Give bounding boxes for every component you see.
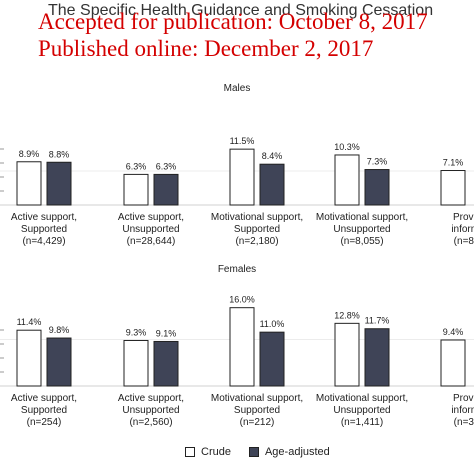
females-data-label: 9.1%	[156, 328, 177, 338]
males-bar-adjusted	[259, 163, 285, 206]
legend-crude-label: Crude	[201, 446, 231, 458]
females-bar-adjusted	[259, 331, 285, 387]
males-bar-crude	[440, 170, 466, 206]
males-bar-crude	[334, 154, 360, 206]
males-category-label: (n=2,180)	[235, 236, 278, 247]
females-category-label: (n=1,411)	[341, 417, 383, 428]
females-bar-crude	[229, 307, 255, 387]
females-category-label: Supported	[234, 405, 280, 416]
males-bar-adjusted	[364, 169, 390, 206]
males-data-label: 11.5%	[230, 136, 255, 146]
females-category-label: (n=212)	[240, 417, 275, 428]
legend-adjusted-label: Age-adjusted	[264, 446, 330, 458]
males-data-label: 8.4%	[262, 151, 283, 161]
females-data-label: 11.4%	[17, 317, 42, 327]
males-category-label: Provisi	[453, 212, 474, 223]
females-data-label: 11.7%	[365, 316, 390, 326]
accepted-stamp: Accepted for publication: October 8, 201…	[38, 9, 428, 34]
females-category-label: Unsupported	[122, 405, 179, 416]
females-data-label: 11.0%	[260, 319, 285, 329]
females-category-label: Unsupported	[333, 405, 390, 416]
males-data-label: 8.8%	[49, 149, 70, 159]
females-bar-crude	[334, 322, 360, 387]
males-category-label: Supported	[21, 224, 67, 235]
females-category-label: Provisi	[453, 393, 474, 404]
females-category-label: Active support,	[11, 393, 77, 404]
males-category-label: Active support,	[11, 212, 77, 223]
females-category-label: (n=38,	[454, 417, 474, 428]
males-data-label: 10.3%	[334, 142, 360, 152]
females-bar-crude	[16, 329, 42, 387]
females-data-label: 12.8%	[334, 310, 360, 320]
males-bar-adjusted	[46, 161, 72, 206]
males-bar-adjusted	[153, 173, 179, 206]
males-panel-title: Males	[223, 83, 251, 94]
males-category-label: Active support,	[118, 212, 184, 223]
females-bar-adjusted	[46, 337, 72, 387]
legend-crude-swatch	[185, 447, 195, 457]
legend-adjusted-swatch	[248, 447, 259, 457]
page-title: The Specific Health Guidance and Smoking…	[48, 2, 434, 19]
males-data-label: 6.3%	[126, 161, 147, 171]
males-category-label: Unsupported	[122, 224, 179, 235]
females-data-label: 9.8%	[49, 325, 70, 335]
published-stamp: Published online: December 2, 2017	[38, 36, 374, 61]
females-bar-adjusted	[153, 340, 179, 387]
males-category-label: (n=8,055)	[340, 236, 383, 247]
males-category-label: (n=4,429)	[22, 236, 65, 247]
females-category-label: Supported	[21, 405, 67, 416]
males-data-label: 7.1%	[443, 158, 464, 168]
males-category-label: Motivational support,	[316, 212, 408, 223]
females-category-label: informa	[451, 405, 474, 416]
males-category-label: informa	[451, 224, 474, 235]
males-category-label: Unsupported	[333, 224, 390, 235]
females-category-label: Motivational support,	[211, 393, 303, 404]
females-category-label: Active support,	[118, 393, 184, 404]
females-data-label: 9.4%	[443, 327, 464, 337]
males-category-label: (n=28,644)	[127, 236, 176, 247]
males-data-label: 8.9%	[19, 149, 40, 159]
males-bar-crude	[123, 173, 149, 206]
males-bar-crude	[229, 148, 255, 206]
males-category-label: (n=84,	[454, 236, 474, 247]
legend: Crude Age-adjusted	[185, 446, 330, 458]
females-panel-title: Females	[217, 264, 257, 275]
females-category-label: (n=2,560)	[129, 417, 172, 428]
females-bar-crude	[123, 339, 149, 387]
females-data-label: 16.0%	[229, 295, 255, 305]
males-data-label: 7.3%	[367, 157, 388, 167]
females-category-label: Motivational support,	[316, 393, 408, 404]
females-category-label: (n=254)	[27, 417, 62, 428]
females-data-label: 9.3%	[126, 327, 147, 337]
females-bar-adjusted	[364, 328, 390, 387]
males-category-label: Motivational support,	[211, 212, 303, 223]
males-bar-crude	[16, 161, 42, 206]
males-data-label: 6.3%	[156, 161, 177, 171]
females-bar-crude	[440, 339, 466, 387]
males-category-label: Supported	[234, 224, 280, 235]
